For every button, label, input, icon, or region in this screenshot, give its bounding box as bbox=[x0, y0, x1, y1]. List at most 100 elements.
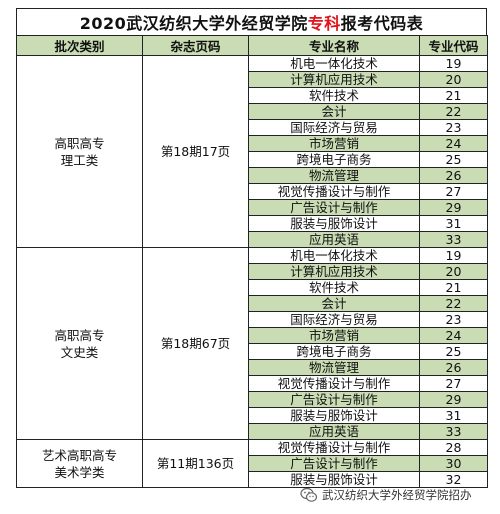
table-row: 服装与服饰设计 31 bbox=[17, 407, 488, 424]
table-row: 国际经济与贸易 23 bbox=[17, 311, 488, 328]
major-name-cell: 机电一体化技术 bbox=[248, 247, 420, 264]
major-name-cell: 应用英语 bbox=[248, 423, 420, 440]
category-line1: 高职高专 bbox=[54, 135, 105, 151]
major-name-cell: 服装与服饰设计 bbox=[248, 471, 420, 488]
table-row: 服装与服饰设计 32 bbox=[17, 471, 488, 488]
major-name-cell: 视觉传播设计与制作 bbox=[248, 375, 420, 392]
major-code-cell: 28 bbox=[419, 439, 488, 456]
table-row: 市场营销 24 bbox=[17, 135, 488, 152]
major-name-cell: 物流管理 bbox=[248, 167, 420, 184]
table-row: 广告设计与制作 29 bbox=[17, 199, 488, 216]
major-name-cell: 会计 bbox=[248, 103, 420, 120]
major-code-cell: 19 bbox=[419, 247, 488, 264]
major-code-cell: 27 bbox=[419, 375, 488, 392]
major-code-cell: 23 bbox=[419, 311, 488, 328]
category-line1: 高职高专 bbox=[54, 327, 105, 343]
major-name-cell: 视觉传播设计与制作 bbox=[248, 183, 420, 200]
footer-text: 武汉纺织大学外经贸学院招办 bbox=[322, 488, 472, 502]
major-code-cell: 33 bbox=[419, 423, 488, 440]
major-name-cell: 会计 bbox=[248, 295, 420, 312]
table-row: 视觉传播设计与制作 27 bbox=[17, 375, 488, 392]
category-cell: 高职高专 文史类 bbox=[16, 247, 143, 440]
header-row: 批次类别 杂志页码 专业名称 专业代码 bbox=[16, 35, 488, 56]
footer-watermark: 武汉纺织大学外经贸学院招办 bbox=[300, 484, 496, 506]
category-line2: 美术学类 bbox=[54, 464, 105, 480]
major-code-cell: 22 bbox=[419, 103, 488, 120]
table-row: 会计 22 bbox=[17, 295, 488, 312]
category-line1: 艺术高职高专 bbox=[41, 447, 117, 463]
major-code-cell: 19 bbox=[419, 55, 488, 72]
major-name-cell: 机电一体化技术 bbox=[248, 55, 420, 72]
major-code-cell: 24 bbox=[419, 327, 488, 344]
column-header-major: 专业名称 bbox=[248, 35, 420, 56]
table-row: 物流管理 26 bbox=[17, 167, 488, 184]
major-name-cell: 计算机应用技术 bbox=[248, 71, 420, 88]
major-name-cell: 跨境电子商务 bbox=[248, 151, 420, 168]
major-code-cell: 21 bbox=[419, 279, 488, 296]
major-name-cell: 市场营销 bbox=[248, 327, 420, 344]
title-prefix: 2020武汉纺织大学外经贸学院 bbox=[79, 14, 308, 33]
table-row: 软件技术 21 bbox=[17, 87, 488, 104]
major-name-cell: 软件技术 bbox=[248, 87, 420, 104]
column-header-page: 杂志页码 bbox=[142, 35, 249, 56]
major-code-cell: 26 bbox=[419, 359, 488, 376]
major-code-cell: 31 bbox=[419, 215, 488, 232]
major-name-cell: 广告设计与制作 bbox=[248, 391, 420, 408]
magazine-page-cell: 第18期67页 bbox=[142, 247, 249, 440]
major-code-cell: 27 bbox=[419, 183, 488, 200]
major-code-cell: 21 bbox=[419, 87, 488, 104]
table-body: 高职高专 理工类 第18期17页 机电一体化技术 19 计算机应用技术 20 软件技术 21 会计… bbox=[16, 55, 488, 488]
major-name-cell: 视觉传播设计与制作 bbox=[248, 439, 420, 456]
title-suffix: 报考代码表 bbox=[340, 14, 424, 33]
major-name-cell: 计算机应用技术 bbox=[248, 263, 420, 280]
major-code-cell: 24 bbox=[419, 135, 488, 152]
major-name-cell: 软件技术 bbox=[248, 279, 420, 296]
major-name-cell: 市场营销 bbox=[248, 135, 420, 152]
table-row: 计算机应用技术 20 bbox=[17, 71, 488, 88]
category-cell: 高职高专 理工类 bbox=[16, 55, 143, 248]
major-code-cell: 30 bbox=[419, 455, 488, 472]
major-name-cell: 国际经济与贸易 bbox=[248, 119, 420, 136]
major-code-cell: 22 bbox=[419, 295, 488, 312]
major-code-cell: 29 bbox=[419, 199, 488, 216]
major-name-cell: 跨境电子商务 bbox=[248, 343, 420, 360]
table-row: 物流管理 26 bbox=[17, 359, 488, 376]
major-code-cell: 20 bbox=[419, 263, 488, 280]
major-code-cell: 25 bbox=[419, 343, 488, 360]
major-code-cell: 31 bbox=[419, 407, 488, 424]
major-name-cell: 应用英语 bbox=[248, 231, 420, 248]
major-code-cell: 33 bbox=[419, 231, 488, 248]
major-name-cell: 服装与服饰设计 bbox=[248, 407, 420, 424]
table-row: 高职高专 文史类 第18期67页 机电一体化技术 19 bbox=[16, 247, 488, 440]
major-name-cell: 服装与服饰设计 bbox=[248, 215, 420, 232]
table-row: 广告设计与制作 29 bbox=[17, 391, 488, 408]
magazine-page-cell: 第11期136页 bbox=[142, 439, 249, 488]
column-header-category: 批次类别 bbox=[16, 35, 143, 56]
major-code-cell: 29 bbox=[419, 391, 488, 408]
major-name-cell: 广告设计与制作 bbox=[248, 455, 420, 472]
wechat-icon bbox=[300, 486, 318, 504]
table-row: 市场营销 24 bbox=[17, 327, 488, 344]
column-header-code: 专业代码 bbox=[419, 35, 488, 56]
table-row: 跨境电子商务 25 bbox=[17, 151, 488, 168]
magazine-page-cell: 第18期17页 bbox=[142, 55, 249, 248]
category-cell: 艺术高职高专 美术学类 bbox=[16, 439, 143, 488]
table-row: 计算机应用技术 20 bbox=[17, 263, 488, 280]
table-row: 会计 22 bbox=[17, 103, 488, 120]
table-row: 视觉传播设计与制作 27 bbox=[17, 183, 488, 200]
major-code-cell: 25 bbox=[419, 151, 488, 168]
table-title: 2020武汉纺织大学外经贸学院 专科 报考代码表 bbox=[16, 8, 487, 35]
major-code-cell: 20 bbox=[419, 71, 488, 88]
major-name-cell: 广告设计与制作 bbox=[248, 199, 420, 216]
table-row: 服装与服饰设计 31 bbox=[17, 215, 488, 232]
category-line2: 文史类 bbox=[60, 344, 99, 360]
code-table: 批次类别 杂志页码 专业名称 专业代码 高职高专 理工类 第18期17页 机电一体化技… bbox=[16, 35, 488, 488]
major-name-cell: 物流管理 bbox=[248, 359, 420, 376]
major-code-cell: 23 bbox=[419, 119, 488, 136]
major-code-cell: 32 bbox=[419, 471, 488, 488]
table-row: 艺术高职高专 美术学类 第11期136页 视觉传播设计与制作 28 bbox=[16, 439, 488, 488]
category-line2: 理工类 bbox=[60, 152, 99, 168]
major-code-cell: 26 bbox=[419, 167, 488, 184]
major-name-cell: 国际经济与贸易 bbox=[248, 311, 420, 328]
table-row: 高职高专 理工类 第18期17页 机电一体化技术 19 bbox=[16, 55, 488, 248]
